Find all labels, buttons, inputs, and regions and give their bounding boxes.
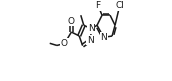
Text: O: O: [61, 39, 68, 48]
Text: N: N: [100, 33, 107, 42]
Text: N: N: [88, 24, 95, 33]
Text: F: F: [95, 1, 101, 10]
Text: N: N: [87, 36, 94, 45]
Text: Cl: Cl: [115, 1, 124, 10]
Text: O: O: [68, 17, 75, 26]
